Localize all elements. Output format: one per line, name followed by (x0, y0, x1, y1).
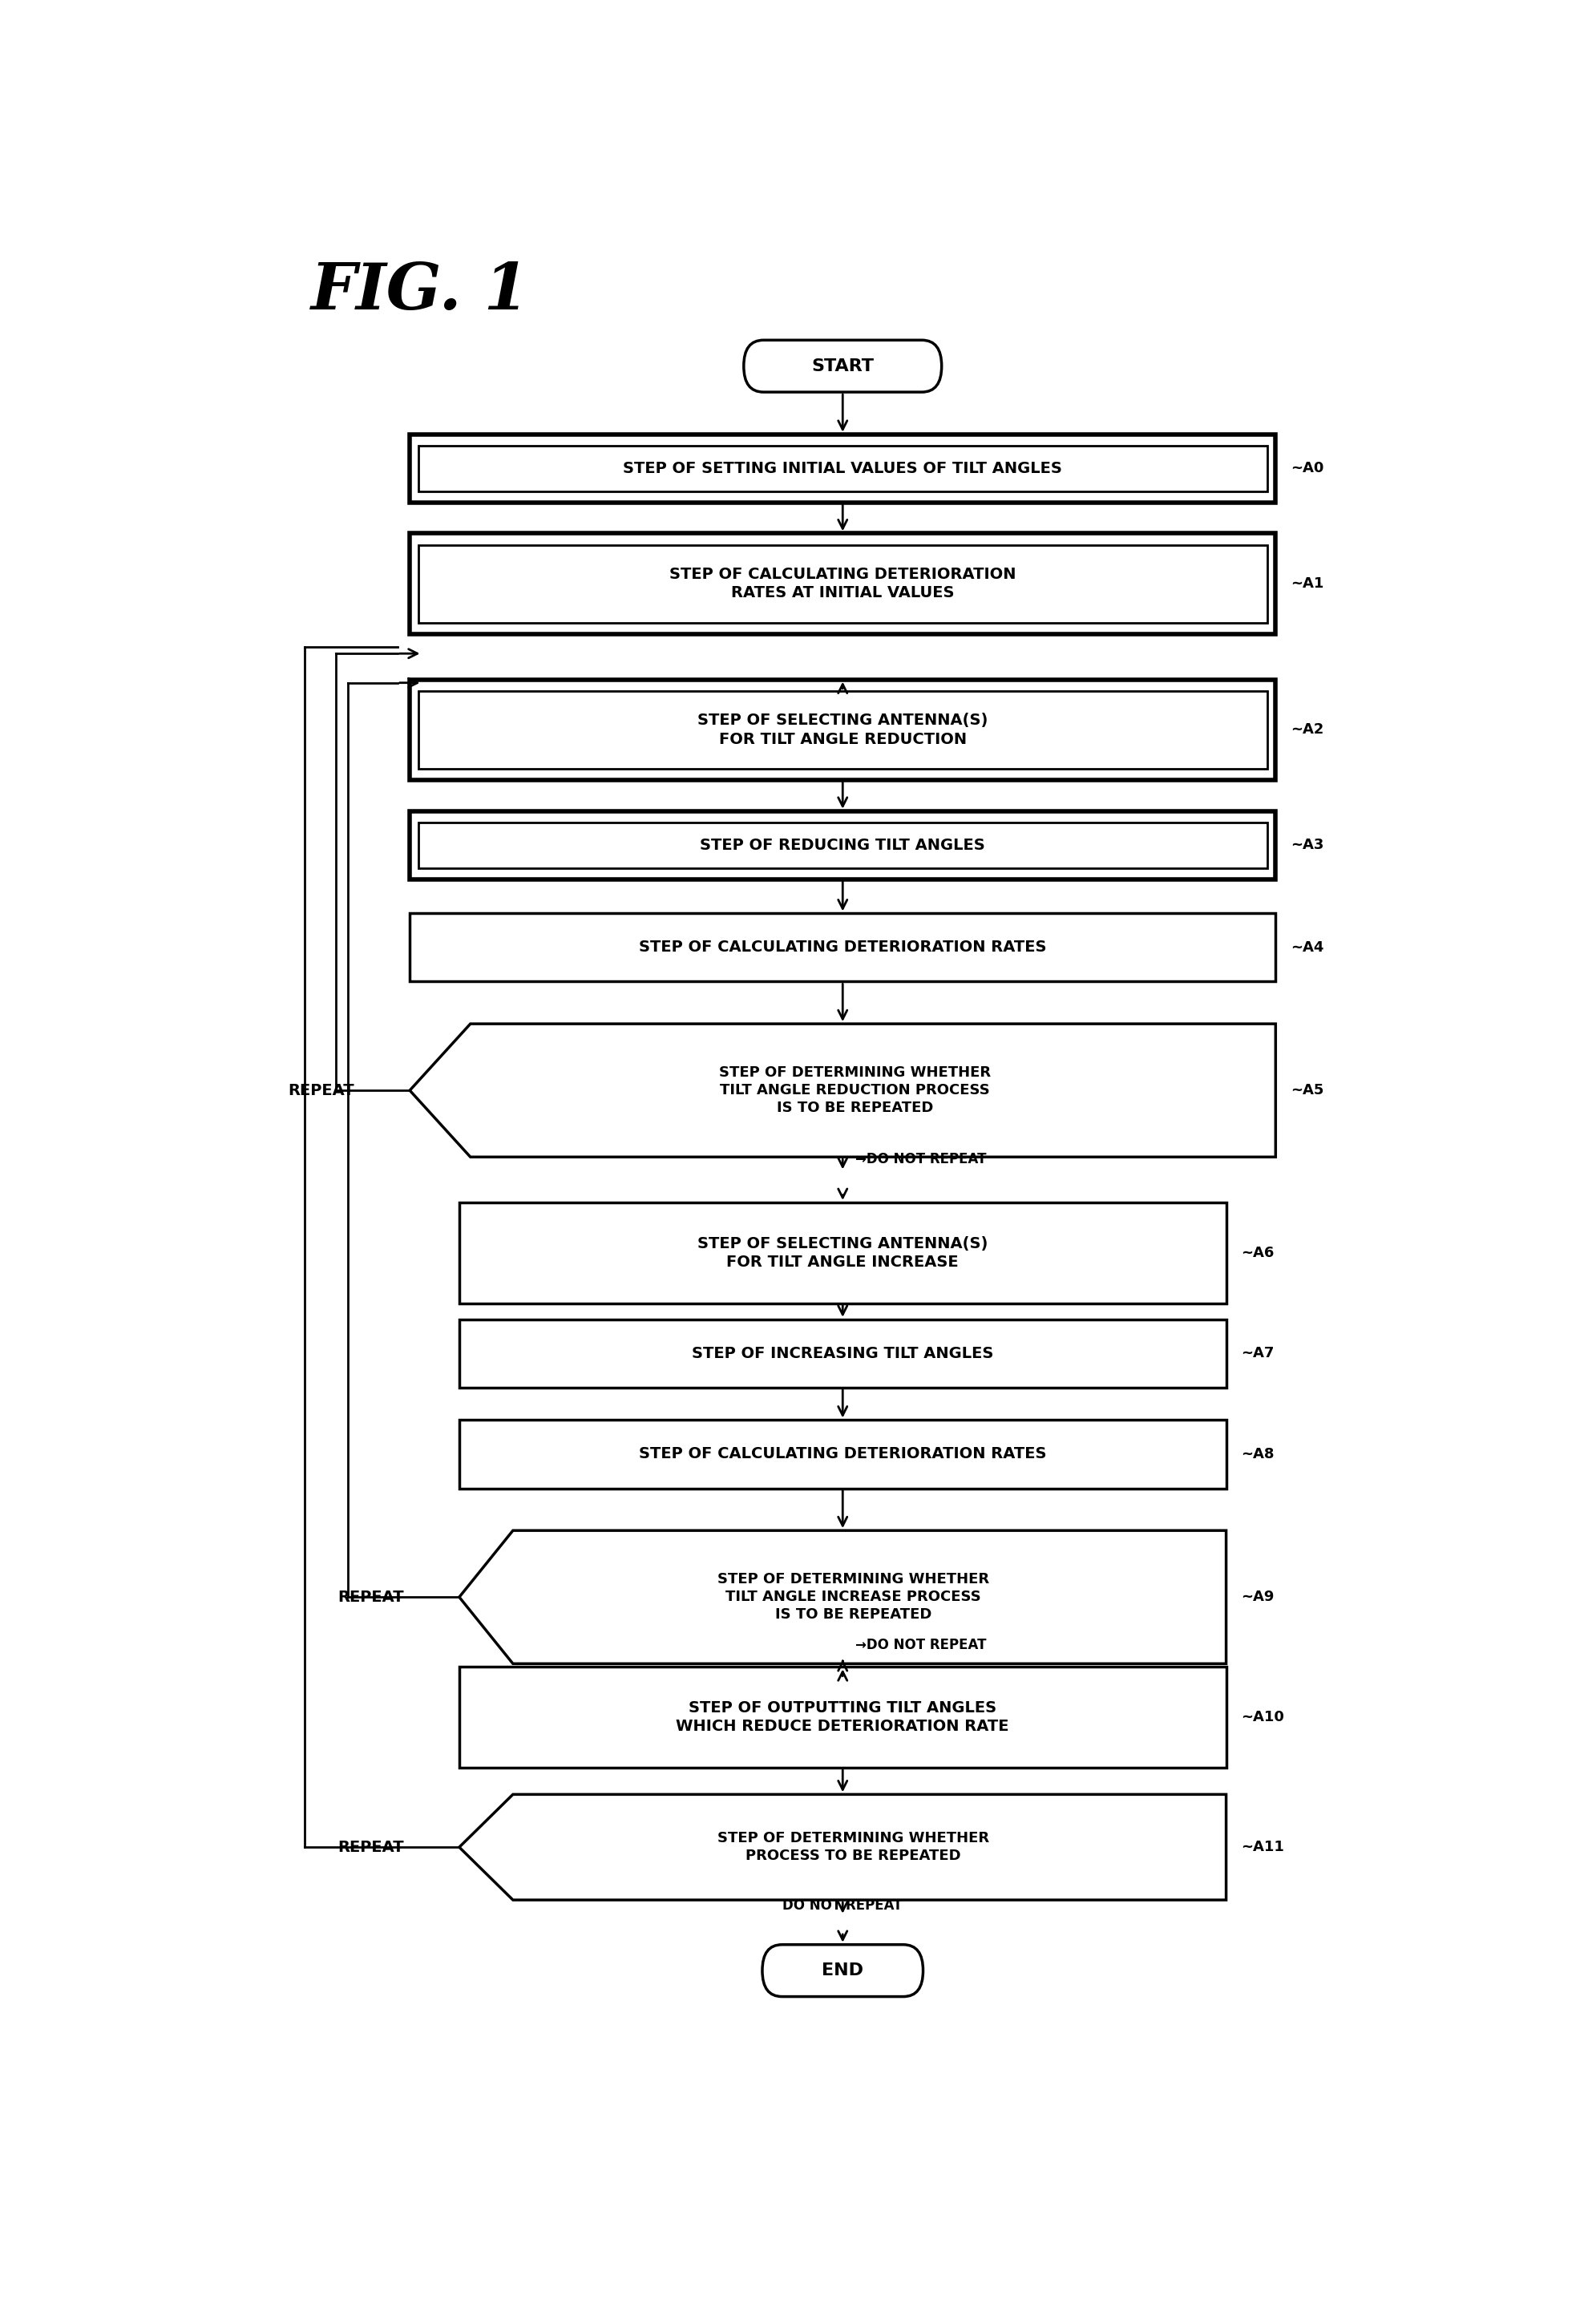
Text: ~A2: ~A2 (1291, 722, 1323, 738)
Text: REPEAT: REPEAT (287, 1083, 354, 1097)
Bar (460, 1420, 1226, 1489)
Text: STEP OF REDUCING TILT ANGLES: STEP OF REDUCING TILT ANGLES (701, 838, 985, 854)
Bar (418, 445, 1267, 492)
Text: STEP OF SELECTING ANTENNA(S)
FOR TILT ANGLE INCREASE: STEP OF SELECTING ANTENNA(S) FOR TILT AN… (697, 1237, 988, 1269)
Text: →DO NOT REPEAT: →DO NOT REPEAT (855, 1153, 986, 1167)
Text: STEP OF OUTPUTTING TILT ANGLES
WHICH REDUCE DETERIORATION RATE: STEP OF OUTPUTTING TILT ANGLES WHICH RED… (677, 1701, 1009, 1735)
Text: START: START (811, 357, 875, 374)
Polygon shape (410, 1023, 1275, 1158)
Text: STEP OF DETERMINING WHETHER
TILT ANGLE INCREASE PROCESS
IS TO BE REPEATED: STEP OF DETERMINING WHETHER TILT ANGLE I… (718, 1573, 990, 1622)
Bar (410, 812, 1275, 879)
Text: DO NOT REPEAT: DO NOT REPEAT (782, 1898, 903, 1912)
Bar (410, 914, 1275, 981)
Text: ~A10: ~A10 (1242, 1710, 1285, 1724)
Text: ~A7: ~A7 (1242, 1346, 1274, 1362)
Bar (460, 1320, 1226, 1387)
Text: ~A8: ~A8 (1242, 1448, 1274, 1462)
Text: ~A3: ~A3 (1291, 838, 1323, 851)
FancyBboxPatch shape (763, 1944, 922, 1998)
Text: STEP OF DETERMINING WHETHER
PROCESS TO BE REPEATED: STEP OF DETERMINING WHETHER PROCESS TO B… (718, 1830, 990, 1863)
Text: ~A0: ~A0 (1291, 462, 1323, 476)
Text: REPEAT: REPEAT (337, 1589, 404, 1605)
Text: ~A9: ~A9 (1242, 1589, 1274, 1605)
Bar (460, 1202, 1226, 1304)
Bar (410, 534, 1275, 633)
Polygon shape (460, 1793, 1226, 1900)
Text: STEP OF CALCULATING DETERIORATION RATES: STEP OF CALCULATING DETERIORATION RATES (638, 1448, 1047, 1462)
Text: STEP OF INCREASING TILT ANGLES: STEP OF INCREASING TILT ANGLES (691, 1346, 994, 1362)
Text: STEP OF SETTING INITIAL VALUES OF TILT ANGLES: STEP OF SETTING INITIAL VALUES OF TILT A… (622, 462, 1063, 476)
Bar (410, 680, 1275, 780)
Text: ~A1: ~A1 (1291, 575, 1323, 592)
Bar (418, 545, 1267, 622)
Text: STEP OF CALCULATING DETERIORATION
RATES AT INITIAL VALUES: STEP OF CALCULATING DETERIORATION RATES … (669, 566, 1017, 601)
Text: ~A11: ~A11 (1242, 1840, 1285, 1854)
Text: FIG. 1: FIG. 1 (311, 260, 530, 322)
Text: REPEAT: REPEAT (337, 1840, 404, 1854)
Text: ~A5: ~A5 (1291, 1083, 1323, 1097)
Bar (410, 434, 1275, 503)
Text: STEP OF CALCULATING DETERIORATION RATES: STEP OF CALCULATING DETERIORATION RATES (638, 940, 1047, 956)
Text: ~A4: ~A4 (1291, 940, 1323, 956)
Text: STEP OF SELECTING ANTENNA(S)
FOR TILT ANGLE REDUCTION: STEP OF SELECTING ANTENNA(S) FOR TILT AN… (697, 712, 988, 747)
Text: STEP OF DETERMINING WHETHER
TILT ANGLE REDUCTION PROCESS
IS TO BE REPEATED: STEP OF DETERMINING WHETHER TILT ANGLE R… (718, 1065, 991, 1116)
Bar (460, 1666, 1226, 1768)
Polygon shape (460, 1531, 1226, 1663)
Text: ~A6: ~A6 (1242, 1246, 1274, 1260)
Text: →DO NOT REPEAT: →DO NOT REPEAT (855, 1638, 986, 1652)
Bar (418, 691, 1267, 768)
FancyBboxPatch shape (744, 341, 942, 392)
Bar (418, 824, 1267, 868)
Text: END: END (822, 1963, 863, 1979)
